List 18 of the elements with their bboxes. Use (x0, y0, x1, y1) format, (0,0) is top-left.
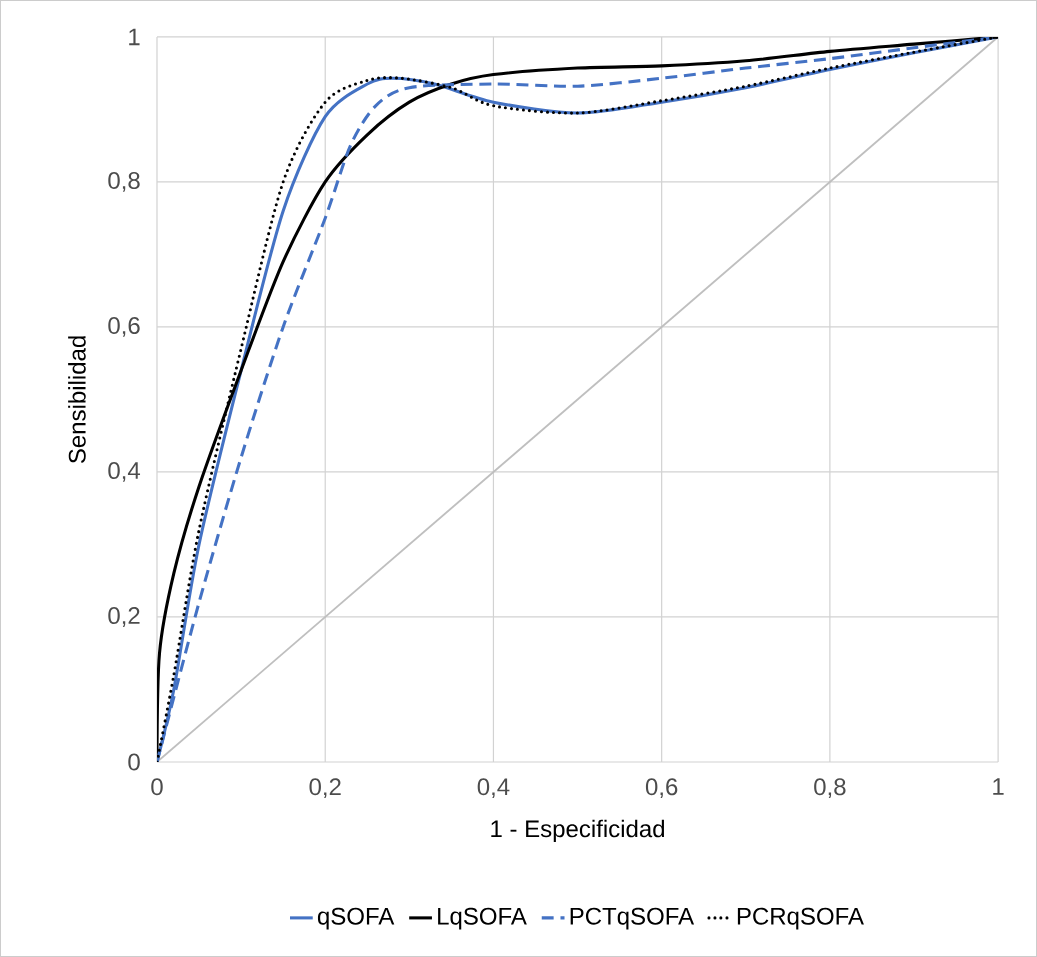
y-tick-label: 0,6 (108, 317, 140, 337)
x-tick-label: 0,8 (814, 778, 846, 799)
y-tick-label: 1 (129, 28, 140, 46)
x-tick-label: 0,4 (477, 778, 510, 799)
y-axis-title: Sensibilidad (68, 336, 86, 464)
x-axis-title: 1 - Especificidad (491, 819, 665, 843)
x-tick-label: 0,6 (645, 778, 678, 799)
legend-label: LqSOFA (438, 907, 527, 930)
y-tick-label: 0,8 (108, 171, 140, 192)
legend-label: PCTqSOFA (570, 907, 695, 930)
legend-label: PCRqSOFA (737, 907, 864, 930)
x-tick-label: 1 (993, 778, 1004, 795)
x-tick-label: 0,2 (309, 778, 341, 799)
legend-label: qSOFA (317, 907, 395, 930)
y-tick-label: 0,2 (108, 607, 140, 627)
y-tick-label: 0,4 (108, 462, 141, 482)
x-tick-label: 0 (151, 778, 163, 796)
y-tick-label: 0 (128, 753, 140, 771)
